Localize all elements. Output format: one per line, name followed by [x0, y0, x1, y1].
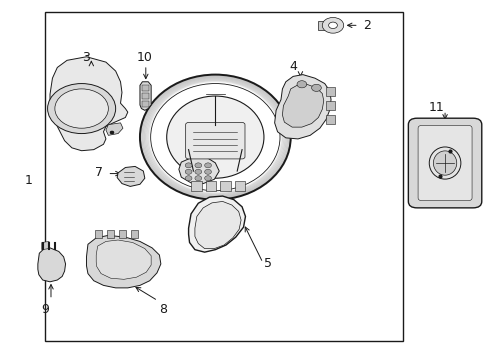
Bar	[45, 12, 402, 341]
Text: 8: 8	[159, 303, 167, 316]
Bar	[205, 181, 216, 191]
Bar	[318, 21, 325, 30]
Circle shape	[195, 169, 201, 174]
Bar	[131, 230, 138, 238]
Text: 11: 11	[428, 101, 444, 114]
Bar	[234, 181, 245, 191]
Polygon shape	[38, 248, 65, 282]
Polygon shape	[50, 57, 127, 151]
Ellipse shape	[432, 151, 456, 175]
FancyBboxPatch shape	[185, 122, 244, 159]
Text: 3: 3	[82, 51, 90, 64]
Circle shape	[185, 163, 192, 168]
Circle shape	[296, 81, 306, 88]
Polygon shape	[41, 242, 49, 249]
Polygon shape	[282, 84, 323, 127]
Text: 5: 5	[264, 257, 271, 270]
Text: 6: 6	[212, 157, 220, 170]
Bar	[325, 114, 334, 123]
Circle shape	[328, 22, 337, 28]
Circle shape	[185, 176, 192, 181]
Bar	[142, 101, 149, 107]
Polygon shape	[117, 166, 144, 186]
Circle shape	[195, 176, 201, 181]
Bar	[191, 181, 201, 191]
Text: 10: 10	[137, 51, 152, 64]
Circle shape	[55, 89, 108, 128]
Ellipse shape	[166, 96, 264, 178]
Bar	[220, 181, 230, 191]
Circle shape	[185, 169, 192, 174]
Text: 9: 9	[41, 303, 49, 316]
FancyBboxPatch shape	[417, 125, 471, 201]
Bar	[95, 230, 102, 238]
Polygon shape	[86, 235, 161, 288]
Text: 7: 7	[95, 166, 103, 179]
Text: 4: 4	[288, 60, 296, 73]
Polygon shape	[140, 82, 151, 111]
Circle shape	[204, 169, 211, 174]
Bar	[325, 101, 334, 110]
Polygon shape	[188, 196, 245, 252]
Polygon shape	[96, 240, 151, 279]
Polygon shape	[195, 202, 241, 249]
Text: 1: 1	[24, 174, 32, 186]
FancyBboxPatch shape	[407, 118, 481, 208]
Polygon shape	[179, 157, 219, 184]
Bar	[107, 230, 114, 238]
Circle shape	[195, 163, 201, 168]
Circle shape	[311, 84, 321, 91]
Circle shape	[204, 176, 211, 181]
Bar	[119, 230, 125, 238]
Polygon shape	[274, 75, 330, 139]
Text: 2: 2	[363, 19, 371, 32]
Bar	[142, 85, 149, 91]
Circle shape	[204, 163, 211, 168]
Polygon shape	[106, 123, 122, 135]
Bar	[325, 87, 334, 96]
Bar	[142, 93, 149, 99]
Circle shape	[322, 18, 343, 33]
Circle shape	[47, 84, 116, 134]
